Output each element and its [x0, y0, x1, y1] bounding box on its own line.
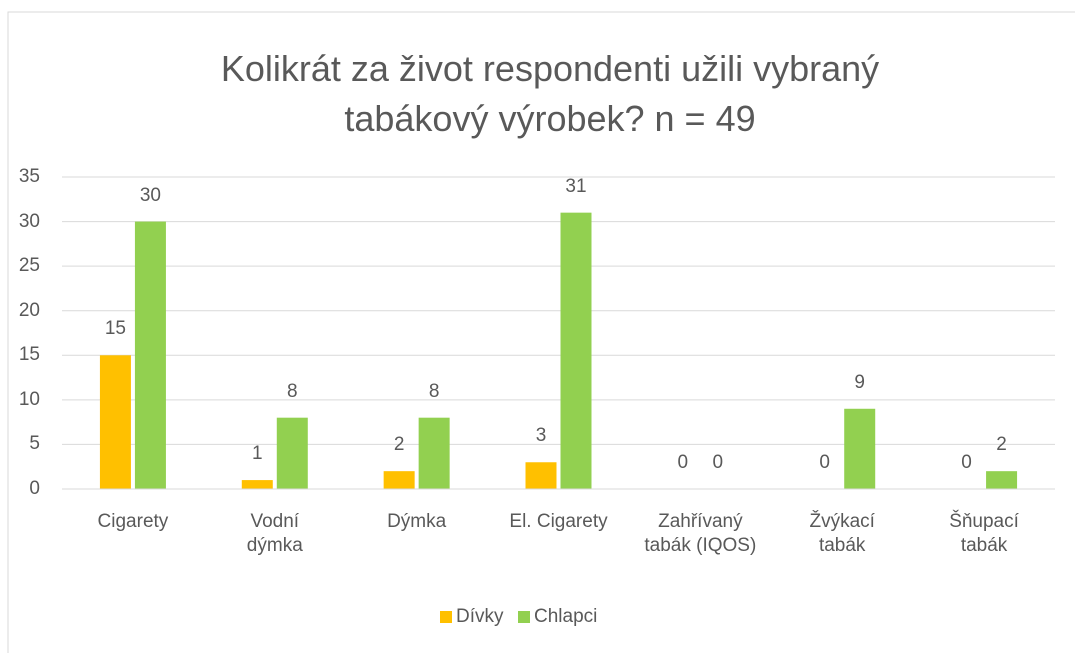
- data-label: 15: [104, 318, 126, 340]
- x-tick-label: Dýmka: [387, 511, 447, 532]
- legend-swatch: [518, 611, 530, 623]
- x-tick-label: Vodní dýmka: [246, 511, 303, 556]
- bar: [986, 471, 1018, 489]
- legend-swatch: [440, 611, 452, 623]
- data-label: 30: [139, 184, 161, 206]
- y-tick-label: 0: [29, 478, 40, 499]
- data-label: 0: [712, 452, 724, 473]
- y-tick-label: 15: [18, 344, 40, 366]
- legend-label: Dívky: [456, 606, 504, 627]
- x-tick-label: El. Cigarety: [509, 511, 608, 532]
- data-label: 2: [393, 434, 405, 456]
- data-label: 3: [535, 425, 547, 447]
- bar: [134, 221, 166, 490]
- chart-title: Kolikrát za život respondenti užili vybr…: [220, 48, 880, 139]
- x-tick-label: Šňupací tabák: [949, 511, 1019, 556]
- bar: [241, 480, 273, 489]
- data-label: 9: [854, 371, 865, 393]
- y-tick-label: 35: [18, 166, 40, 187]
- bar: [844, 408, 876, 489]
- x-tick-label: Zahřívaný tabák (IQOS): [644, 511, 757, 556]
- legend-label: Chlapci: [534, 606, 598, 627]
- data-label: 0: [961, 452, 972, 473]
- y-tick-label: 30: [18, 210, 40, 232]
- y-tick-label: 5: [29, 433, 40, 455]
- bar: [383, 471, 415, 489]
- data-label: 8: [286, 380, 298, 402]
- x-tick-label: Cigarety: [97, 511, 169, 532]
- x-tick-label: Žvýkací tabák: [809, 511, 875, 556]
- bar: [560, 212, 592, 489]
- y-tick-label: 10: [18, 388, 40, 410]
- chart-border: [7, 11, 1075, 653]
- bar: [276, 417, 308, 489]
- bar: [418, 417, 450, 489]
- y-tick-label: 20: [18, 299, 40, 321]
- bar: [525, 462, 557, 489]
- data-label: 0: [819, 452, 830, 473]
- data-label: 31: [565, 175, 587, 197]
- data-label: 0: [677, 452, 689, 473]
- y-tick-label: 25: [18, 255, 40, 277]
- data-label: 8: [428, 380, 440, 402]
- data-label: 2: [996, 434, 1007, 456]
- bar: [99, 355, 131, 489]
- data-label: 1: [251, 443, 263, 465]
